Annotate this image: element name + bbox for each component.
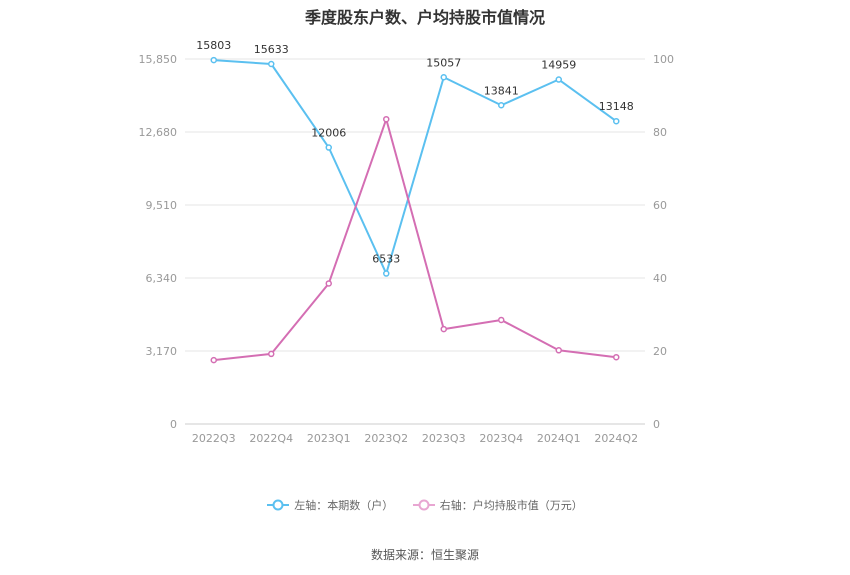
series-line-1 <box>213 118 617 362</box>
x-tick-label: 2023Q3 <box>422 432 466 445</box>
legend-label-left: 左轴：本期数（户） <box>294 499 394 512</box>
data-point <box>210 56 217 64</box>
left-tick-label: 3,170 <box>146 345 178 358</box>
left-tick-label: 0 <box>170 418 177 431</box>
data-label: 13148 <box>599 100 634 113</box>
legend-item-left[interactable]: 左轴：本期数（户） <box>267 497 393 513</box>
data-point <box>210 356 217 364</box>
grid-lines <box>185 58 645 425</box>
x-tick-label: 2023Q1 <box>307 432 351 445</box>
legend-marker-left-icon <box>267 499 290 511</box>
right-tick-label: 100 <box>653 53 674 66</box>
right-tick-label: 40 <box>653 272 667 285</box>
data-point <box>268 350 275 358</box>
data-point <box>325 144 332 151</box>
x-axis-ticks: 2022Q3 2022Q4 2023Q1 2023Q2 2023Q3 2023Q4 2024… <box>192 432 638 445</box>
x-tick-label: 2024Q2 <box>594 432 638 445</box>
data-point <box>440 74 447 81</box>
data-point <box>440 325 447 333</box>
data-label: 13841 <box>484 84 519 97</box>
data-point <box>498 102 505 109</box>
series-layer <box>210 56 620 364</box>
data-label: 14959 <box>541 59 576 72</box>
left-tick-label: 9,510 <box>146 199 178 212</box>
data-point <box>613 353 620 361</box>
x-tick-label: 2022Q4 <box>249 432 293 445</box>
legend-item-right[interactable]: 右轴：户均持股市值（万元） <box>412 497 583 513</box>
data-point <box>555 347 562 354</box>
right-tick-label: 80 <box>653 126 667 139</box>
right-tick-label: 60 <box>653 199 667 212</box>
data-source: 数据来源：恒生聚源 <box>370 548 479 562</box>
x-tick-label: 2022Q3 <box>192 432 236 445</box>
left-tick-label: 6,340 <box>146 272 178 285</box>
data-point <box>268 60 275 68</box>
right-tick-label: 20 <box>653 345 667 358</box>
chart-title: 季度股东户数、户均持股市值情况 <box>304 8 545 27</box>
data-point <box>383 270 390 277</box>
left-axis-ticks: 0 3,170 6,340 9,510 12,680 15,850 <box>139 53 178 431</box>
data-point <box>498 316 505 324</box>
data-label: 6533 <box>372 253 400 266</box>
right-tick-label: 0 <box>653 418 660 431</box>
data-point <box>383 115 390 123</box>
legend-label-right: 右轴：户均持股市值（万元） <box>439 499 583 512</box>
data-label: 15633 <box>254 43 289 56</box>
legend: 左轴：本期数（户） 右轴：户均持股市值（万元） <box>0 497 850 514</box>
x-tick-label: 2023Q2 <box>364 432 408 445</box>
data-label: 15057 <box>426 56 461 69</box>
data-label: 12006 <box>311 127 346 140</box>
data-point <box>555 76 562 83</box>
x-tick-label: 2024Q1 <box>537 432 581 445</box>
left-tick-label: 15,850 <box>139 53 178 66</box>
x-tick-label: 2023Q4 <box>479 432 523 445</box>
data-point <box>613 117 620 125</box>
data-label: 15803 <box>196 39 231 52</box>
data-point <box>325 280 332 287</box>
left-tick-label: 12,680 <box>139 126 178 139</box>
series-line-0 <box>213 59 617 275</box>
legend-marker-right-icon <box>412 499 435 511</box>
data-labels: 15803 15633 12006 6533 15057 13841 14959 13148 <box>196 39 634 265</box>
right-axis-ticks: 0 20 40 60 80 100 <box>653 53 674 431</box>
